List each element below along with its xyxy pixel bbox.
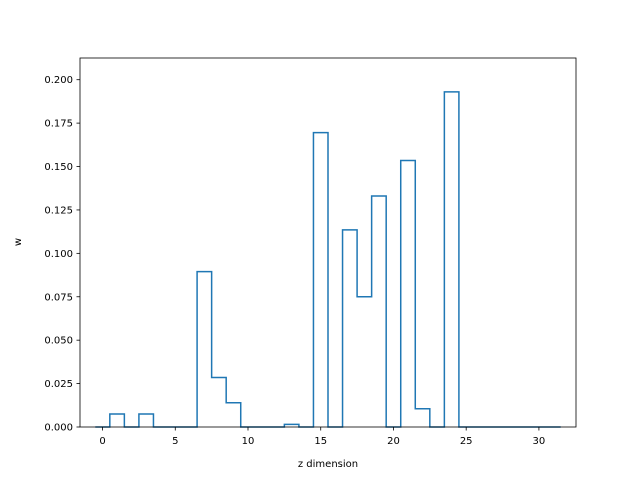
histogram-bin: [415, 409, 430, 427]
y-tick-label: 0.050: [44, 336, 73, 347]
histogram-bin: [372, 196, 387, 427]
x-tick-label: 20: [387, 436, 400, 447]
histogram-bin: [357, 297, 372, 427]
histogram-bin: [110, 414, 125, 427]
y-tick-label: 0.025: [44, 379, 73, 390]
y-tick-label: 0.000: [44, 423, 73, 434]
y-tick-label: 0.075: [44, 292, 73, 303]
histogram-bin: [226, 403, 241, 427]
y-tick-label: 0.150: [44, 162, 73, 173]
histogram-bin: [212, 378, 227, 427]
y-tick-label: 0.175: [44, 119, 73, 130]
y-axis-label: w: [13, 238, 24, 246]
x-tick-label: 30: [533, 436, 546, 447]
y-tick-label: 0.125: [44, 205, 73, 216]
x-tick-label: 10: [242, 436, 255, 447]
histogram-bin: [343, 230, 358, 427]
histogram-bin: [313, 133, 328, 427]
x-tick-label: 0: [99, 436, 105, 447]
x-tick-label: 15: [314, 436, 327, 447]
histogram-bin: [444, 92, 459, 427]
y-tick-label: 0.200: [44, 75, 73, 86]
axes-frame: [79, 57, 577, 428]
x-axis-label: z dimension: [298, 459, 358, 470]
histogram-bin: [139, 414, 154, 427]
x-tick-label: 5: [172, 436, 178, 447]
x-tick-label: 25: [460, 436, 473, 447]
plot-area: 0 5 10 15 20 25 30 0.000 0.025 0.050 0.075 0.100 0.1…: [44, 57, 577, 447]
histogram-bin: [197, 272, 212, 427]
y-tick-label: 0.100: [44, 249, 73, 260]
histogram-bin: [401, 160, 416, 427]
